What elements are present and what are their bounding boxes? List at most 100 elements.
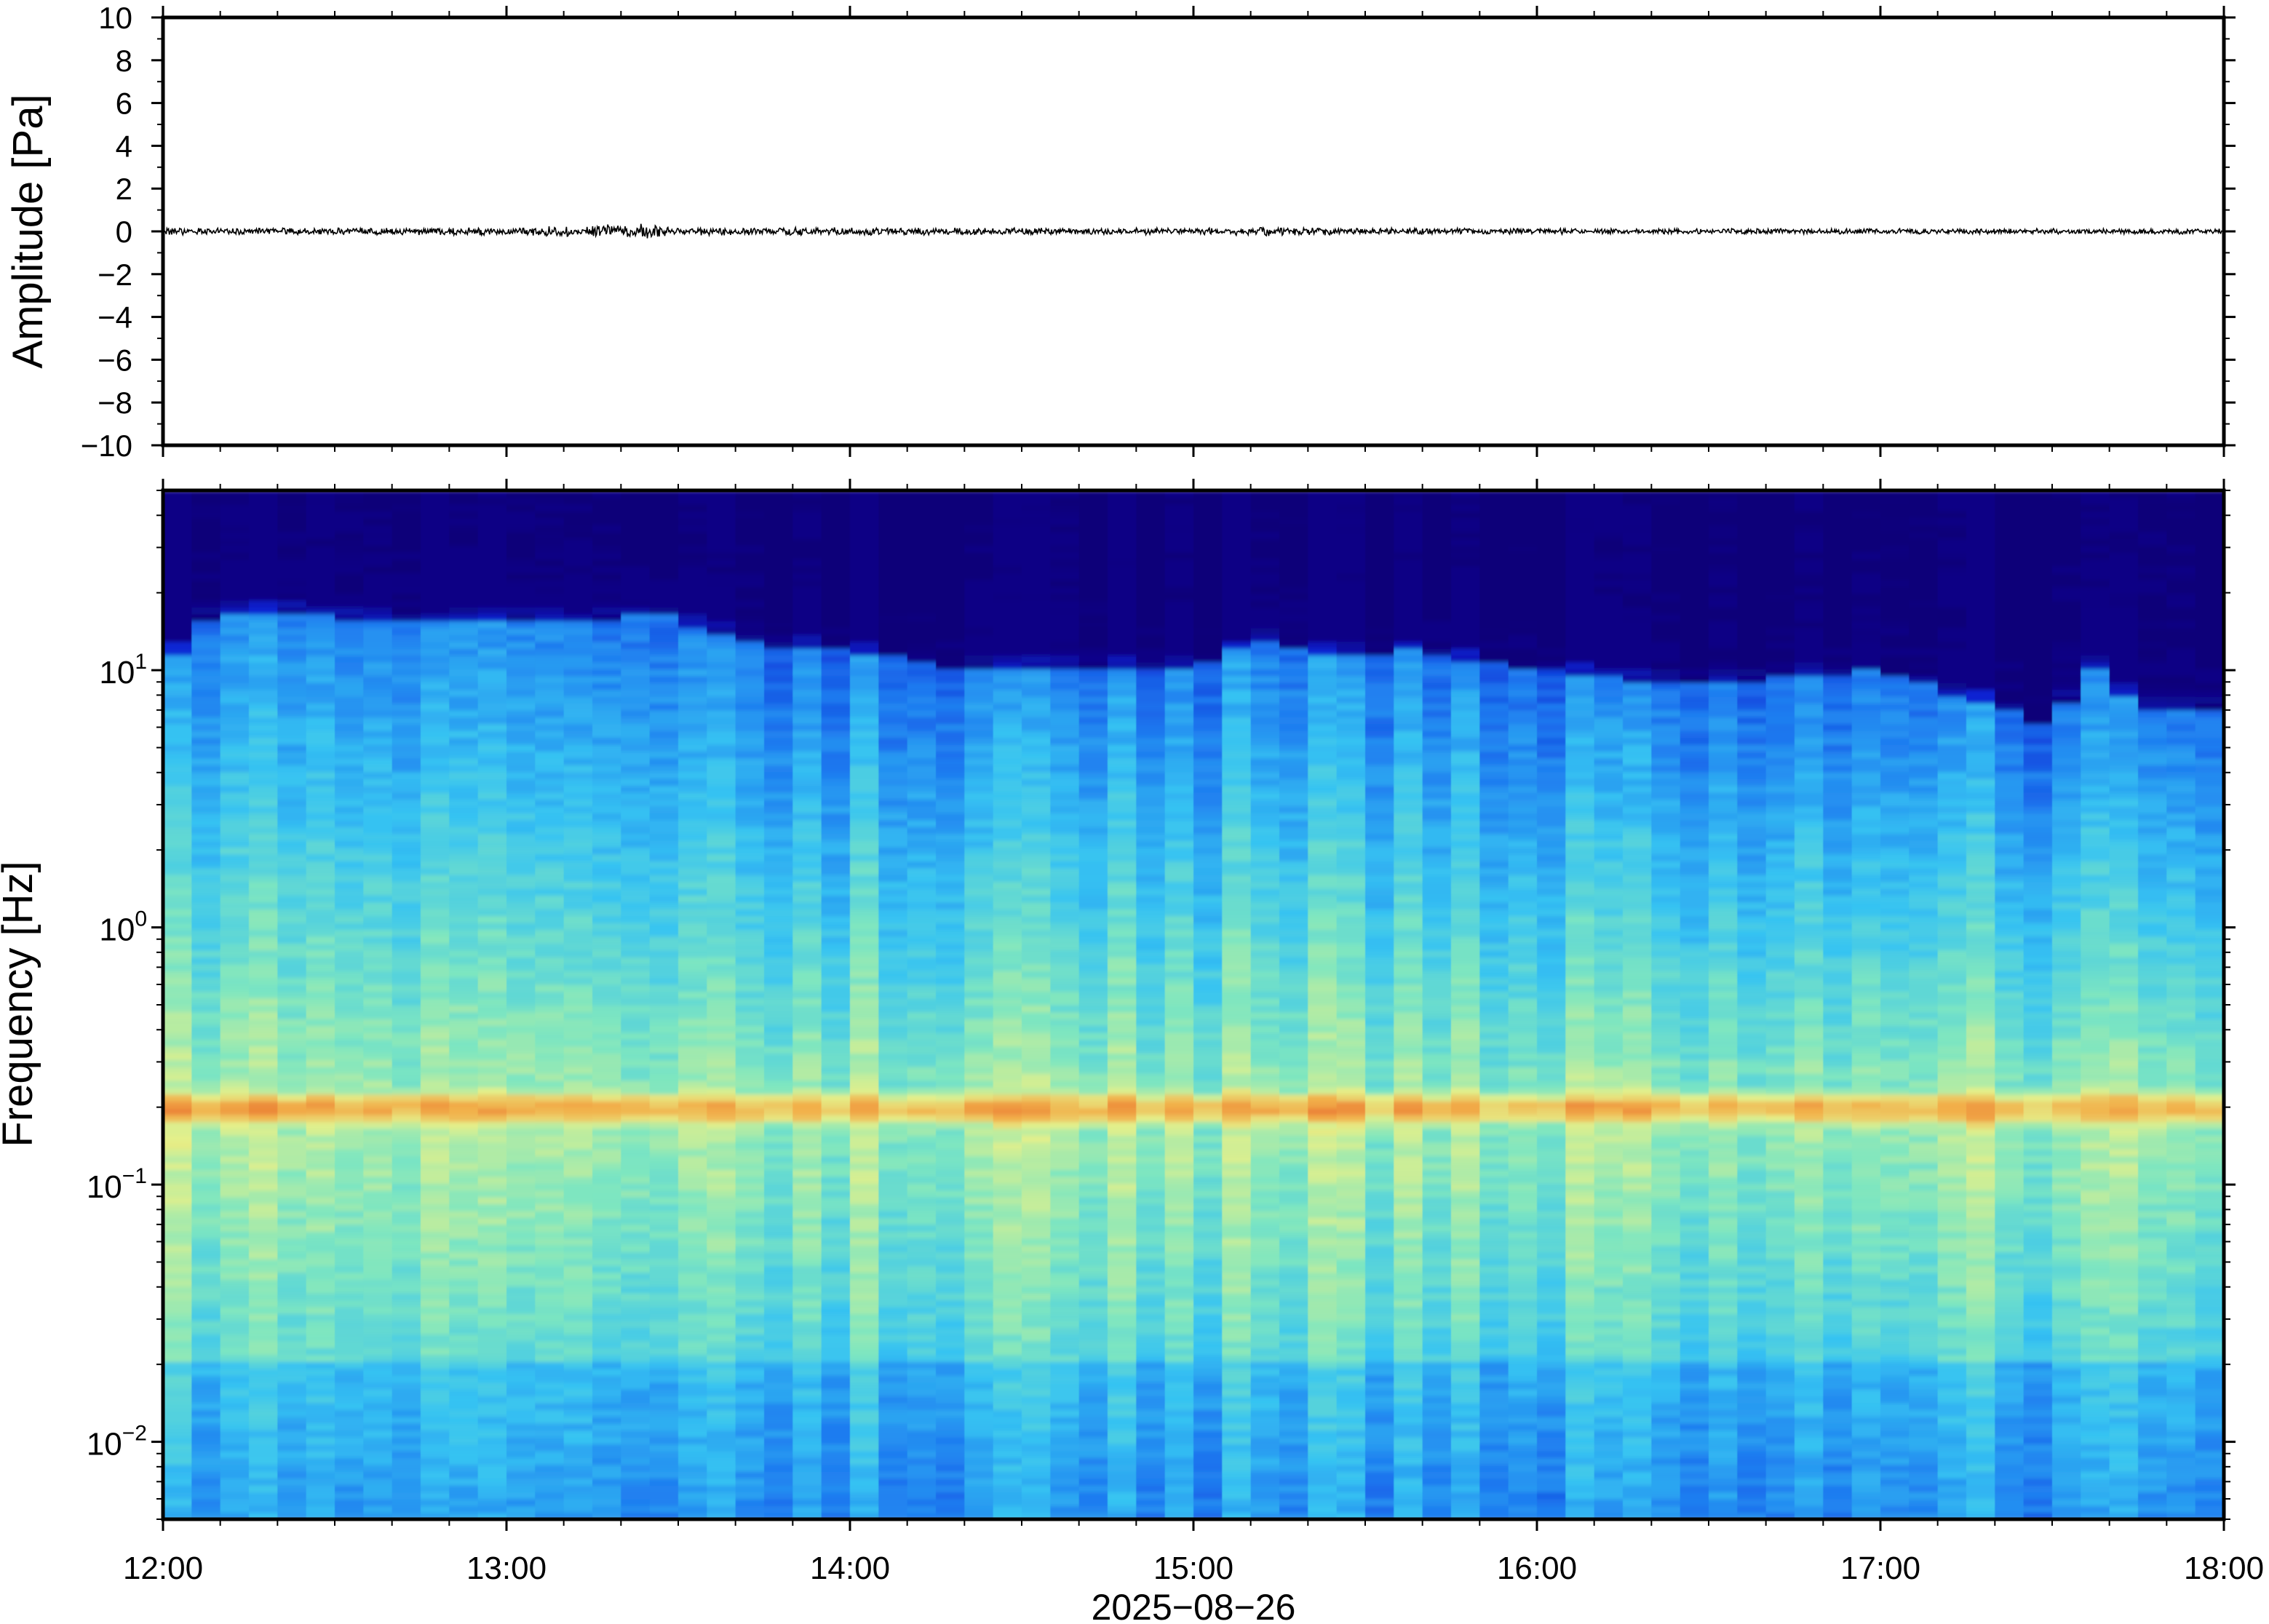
spectrogram-cell <box>993 881 1022 889</box>
spectrogram-cell <box>506 517 536 525</box>
spectrogram-cell <box>678 1484 708 1493</box>
spectrogram-cell <box>764 1238 794 1246</box>
spectrogram-cell <box>477 813 507 821</box>
spectrogram-cell <box>163 1492 193 1500</box>
spectrogram-cell <box>277 1512 307 1519</box>
spectrogram-cell <box>592 970 622 979</box>
spectrogram-cell <box>592 1011 622 1019</box>
spectrogram-cell <box>764 641 794 649</box>
spectrogram-cell <box>363 1114 393 1122</box>
spectrogram-cell <box>964 641 994 649</box>
spectrogram-cell <box>306 641 335 649</box>
spectrogram-cell <box>821 525 851 533</box>
spectrogram-cell <box>878 641 908 649</box>
spectrogram-cell <box>1050 565 1080 573</box>
spectrogram-cell <box>306 1416 335 1424</box>
spectrogram-cell <box>220 1375 250 1383</box>
spectrogram-cell <box>1050 1087 1080 1095</box>
spectrogram-cell <box>392 909 421 917</box>
spectrogram-cell <box>277 1375 307 1383</box>
spectrogram-cell <box>449 826 479 835</box>
spectrogram-cell <box>707 1492 736 1500</box>
spectrogram-cell <box>649 1334 679 1342</box>
amplitude-tick-label: 8 <box>116 44 132 78</box>
spectrogram-cell <box>792 1073 822 1081</box>
spectrogram-cell <box>421 765 450 773</box>
spectrogram-cell <box>306 661 335 669</box>
spectrogram-cell <box>1050 1135 1080 1143</box>
spectrogram-cell <box>707 1196 736 1205</box>
spectrogram-cell <box>792 771 822 779</box>
spectrogram-cell <box>1078 1299 1108 1307</box>
spectrogram-cell <box>421 1313 450 1321</box>
spectrogram-cell <box>735 998 765 1006</box>
spectrogram-cell <box>477 1217 507 1225</box>
spectrogram-cell <box>850 627 880 635</box>
spectrogram-cell <box>993 525 1022 533</box>
spectrogram-cell <box>1022 785 1052 793</box>
spectrogram-cell <box>850 634 880 642</box>
spectrogram-cell <box>306 1135 335 1143</box>
spectrogram-cell <box>392 874 421 883</box>
spectrogram-cell <box>306 723 335 731</box>
amplitude-tick-label: 4 <box>116 129 132 163</box>
spectrogram-cell <box>735 1169 765 1177</box>
spectrogram-cell <box>764 1348 794 1356</box>
spectrogram-cell <box>649 1436 679 1445</box>
spectrogram-cell <box>821 1436 851 1445</box>
spectrogram-cell <box>563 1080 593 1088</box>
spectrogram-cell <box>363 565 393 573</box>
spectrogram-cell <box>335 1348 365 1356</box>
spectrogram-cell <box>1022 511 1052 519</box>
spectrogram-cell <box>621 1375 651 1383</box>
spectrogram-cell <box>764 1340 794 1349</box>
spectrogram-cell <box>907 593 937 601</box>
spectrogram-cell <box>936 1169 966 1177</box>
spectrogram-cell <box>707 853 736 861</box>
spectrogram-cell <box>363 1066 393 1074</box>
spectrogram-cell <box>907 503 937 512</box>
spectrogram-cell <box>907 785 937 793</box>
spectrogram-cell <box>249 1183 279 1191</box>
spectrogram-cell <box>707 723 736 731</box>
spectrogram-cell <box>1050 1272 1080 1280</box>
spectrogram-cell <box>850 1107 880 1115</box>
spectrogram-cell <box>907 881 937 889</box>
spectrogram-cell <box>363 1450 393 1458</box>
spectrogram-cell <box>335 984 365 992</box>
spectrogram-cell <box>277 573 307 581</box>
spectrogram-cell <box>764 723 794 731</box>
spectrogram-cell <box>850 1032 880 1040</box>
spectrogram-cell <box>850 703 880 711</box>
spectrogram-cell <box>707 1450 736 1458</box>
spectrogram-cell <box>707 765 736 773</box>
spectrogram-cell <box>535 1512 565 1519</box>
spectrogram-cell <box>907 607 937 615</box>
spectrogram-cell <box>477 1114 507 1122</box>
spectrogram-cell <box>936 1306 966 1314</box>
spectrogram-cell <box>449 1292 479 1301</box>
spectrogram-cell <box>792 881 822 889</box>
spectrogram-cell <box>363 1484 393 1493</box>
spectrogram-cell <box>678 545 708 553</box>
spectrogram-cell <box>1078 1396 1108 1404</box>
spectrogram-cell <box>306 1053 335 1061</box>
spectrogram-cell <box>335 730 365 739</box>
spectrogram-cell <box>1050 559 1080 567</box>
spectrogram-cell <box>735 600 765 608</box>
spectrogram-cell <box>506 641 536 649</box>
spectrogram-cell <box>249 1327 279 1335</box>
spectrogram-cell <box>993 1039 1022 1047</box>
spectrogram-cell <box>621 1087 651 1095</box>
spectrogram-cell <box>335 901 365 909</box>
spectrogram-cell <box>392 778 421 787</box>
spectrogram-cell <box>421 847 450 855</box>
spectrogram-cell <box>678 1107 708 1115</box>
spectrogram-cell <box>707 847 736 855</box>
spectrogram-cell <box>306 1498 335 1506</box>
spectrogram-cell <box>649 1286 679 1294</box>
spectrogram-cell <box>220 895 250 903</box>
spectrogram-cell <box>163 1340 193 1349</box>
spectrogram-cell <box>335 1471 365 1479</box>
spectrogram-cell <box>163 1471 193 1479</box>
